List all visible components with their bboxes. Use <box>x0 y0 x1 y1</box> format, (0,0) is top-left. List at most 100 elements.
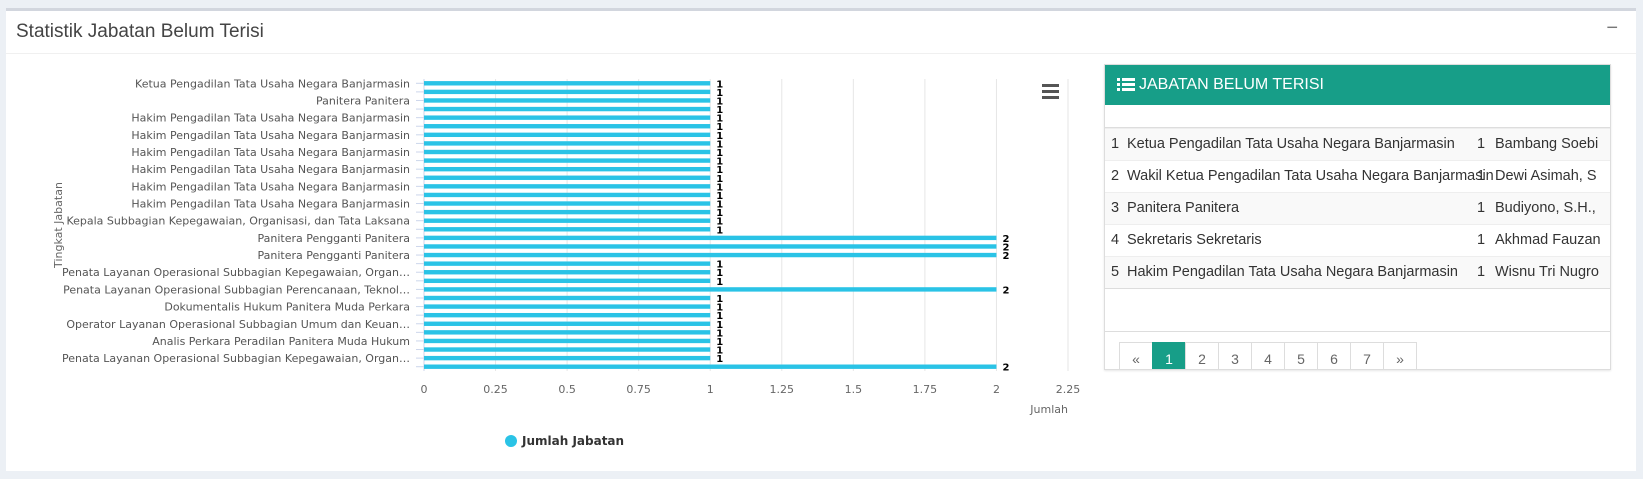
bar <box>424 81 711 86</box>
x-tick-label: 0.75 <box>626 383 651 396</box>
y-tick-label: Hakim Pengadilan Tata Usaha Negara Banja… <box>131 163 410 176</box>
bar <box>424 115 711 120</box>
data-label: 1 <box>716 191 723 202</box>
bar <box>424 227 711 232</box>
x-tick-label: 2 <box>993 383 1000 396</box>
y-tick-label: Kepala Subbagian Kepegawaian, Organisasi… <box>66 215 410 228</box>
menu-icon[interactable] <box>1042 84 1059 99</box>
table-row: 5 Hakim Pengadilan Tata Usaha Negara Banj… <box>1105 256 1610 288</box>
y-tick-label: Ketua Pengadilan Tata Usaha Negara Banja… <box>135 77 410 90</box>
x-tick-label: 1.25 <box>770 383 795 396</box>
y-tick-label: Penata Layanan Operasional Subbagian Kep… <box>62 266 410 279</box>
table-cell: 1 <box>1477 264 1486 280</box>
bar <box>424 244 997 249</box>
data-label: 1 <box>716 182 723 193</box>
bar <box>424 355 711 361</box>
data-label: 1 <box>716 165 723 176</box>
data-label: 1 <box>716 311 723 322</box>
page-button[interactable]: 6 <box>1317 342 1351 369</box>
x-tick-label: 1 <box>707 383 714 396</box>
bar <box>424 270 711 275</box>
y-tick-label: Hakim Pengadilan Tata Usaha Negara Banja… <box>131 146 410 159</box>
data-label: 1 <box>716 225 723 236</box>
data-label: 1 <box>716 260 723 271</box>
legend-label: Jumlah Jabatan <box>521 434 624 448</box>
data-label: 1 <box>716 122 723 133</box>
bar <box>424 364 997 369</box>
bar <box>424 261 711 266</box>
bar <box>424 184 711 189</box>
y-axis-title: Tingkat Jabatan <box>52 182 65 269</box>
chart: 0 0.25 0.5 0.75 1 1.25 1.5 1.75 2 2.25 Jumlah Tingk… <box>52 77 1080 448</box>
table-header: JABATAN BELUM TERISI <box>1105 65 1610 105</box>
table-cell: 2 <box>1111 168 1120 184</box>
bar <box>424 338 711 344</box>
table-cell: 1 <box>1477 200 1486 216</box>
page-button[interactable]: 3 <box>1218 342 1252 369</box>
y-tick-label: Analis Perkara Peradilan Panitera Muda H… <box>152 335 410 348</box>
bar <box>424 166 711 172</box>
data-label: 2 <box>1002 285 1009 296</box>
bar <box>424 235 997 241</box>
bar <box>424 98 711 103</box>
table-cell: Budiyono, S.H., <box>1495 200 1596 216</box>
collapse-button[interactable]: − <box>1606 17 1618 39</box>
data-label: 1 <box>716 303 723 314</box>
bar <box>424 252 997 258</box>
data-label: 2 <box>1002 242 1009 253</box>
bar <box>424 201 711 206</box>
y-tick-label: Hakim Pengadilan Tata Usaha Negara Banja… <box>131 129 410 142</box>
x-tick-label: 0.5 <box>558 383 576 396</box>
bar <box>424 321 711 326</box>
data-label: 1 <box>716 148 723 159</box>
table-cell: 1 <box>1111 136 1120 152</box>
table-cell: Sekretaris Sekretaris <box>1127 232 1262 248</box>
bar <box>424 347 711 352</box>
table-cell: Ketua Pengadilan Tata Usaha Negara Banja… <box>1127 136 1455 152</box>
data-label: 1 <box>716 174 723 185</box>
data-label: 1 <box>716 268 723 279</box>
data-label: 1 <box>716 131 723 142</box>
table-row: 1 Ketua Pengadilan Tata Usaha Negara Banj… <box>1105 128 1610 160</box>
data-label: 1 <box>716 96 723 107</box>
data-label: 1 <box>716 294 723 305</box>
data-label: 1 <box>716 346 723 357</box>
y-tick-label: Dokumentalis Hukum Panitera Muda Perkara <box>164 301 410 314</box>
page-button[interactable]: 7 <box>1350 342 1384 369</box>
page-button[interactable]: 4 <box>1251 342 1285 369</box>
bar <box>424 132 711 138</box>
y-tick-label: Penata Layanan Operasional Subbagian Kep… <box>62 352 410 365</box>
table-row: 3 Panitera Panitera 1 Budiyono, S.H., <box>1105 192 1610 224</box>
table-cell: 5 <box>1111 264 1120 280</box>
page-button[interactable]: 5 <box>1284 342 1318 369</box>
page-button[interactable]: » <box>1383 342 1417 369</box>
table-cell: 1 <box>1477 232 1486 248</box>
bar <box>424 158 711 163</box>
data-label: 1 <box>716 337 723 348</box>
data-label: 1 <box>716 105 723 116</box>
table-cell: 1 <box>1477 168 1486 184</box>
x-axis-title: Jumlah <box>1029 403 1068 416</box>
data-label: 1 <box>716 328 723 339</box>
legend-marker <box>505 435 517 447</box>
page-button[interactable]: 2 <box>1185 342 1219 369</box>
page-button[interactable]: 1 <box>1152 342 1186 369</box>
y-tick-label: Panitera Panitera <box>316 94 410 107</box>
data-label: 1 <box>716 208 723 219</box>
bar <box>424 304 711 309</box>
bar <box>424 124 711 129</box>
y-tick-label: Hakim Pengadilan Tata Usaha Negara Banja… <box>131 198 410 211</box>
page-button[interactable]: « <box>1119 342 1153 369</box>
bar <box>424 295 711 301</box>
table-cell: 1 <box>1477 136 1486 152</box>
table-box: JABATAN BELUM TERISI 1 Ketua Pengadilan T… <box>1104 64 1611 370</box>
pagination: «1 2 3 4 5 6 7» <box>1105 331 1610 369</box>
table-cell: Panitera Panitera <box>1127 200 1240 216</box>
bar <box>424 141 711 146</box>
bar <box>424 287 997 292</box>
bar <box>424 209 711 215</box>
data-label: 1 <box>716 79 723 90</box>
x-tick-label: 0.25 <box>483 383 508 396</box>
data-label: 1 <box>716 354 723 365</box>
